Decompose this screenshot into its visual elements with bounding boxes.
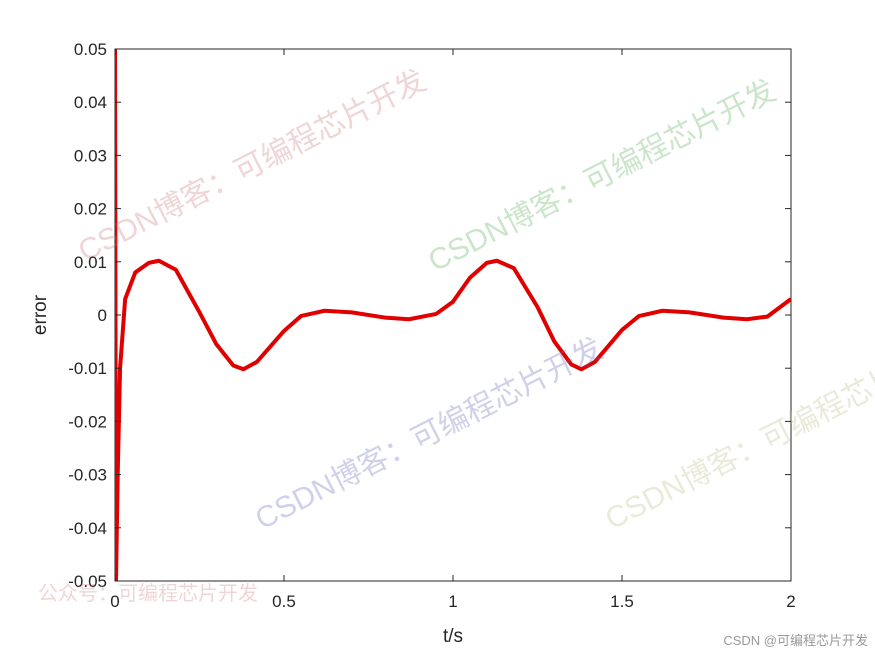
- y-tick-label: -0.04: [68, 519, 107, 538]
- y-tick-label: 0.04: [74, 93, 107, 112]
- footer: CSDN @可编程芯片开发: [723, 633, 868, 648]
- x-tick-label: 0: [110, 592, 119, 611]
- x-tick-label: 1.5: [610, 592, 634, 611]
- y-tick-label: 0.03: [74, 146, 107, 165]
- watermark: 公众号：可编程芯片开发: [38, 582, 258, 605]
- x-tick-label: 2: [786, 592, 795, 611]
- y-tick-label: -0.01: [68, 359, 107, 378]
- y-tick-label: 0.05: [74, 40, 107, 59]
- y-tick-label: 0: [98, 306, 107, 325]
- y-tick-label: 0.02: [74, 200, 107, 219]
- data-line: [115, 49, 791, 581]
- y-tick-label: 0.01: [74, 253, 107, 272]
- x-axis-label: t/s: [443, 626, 463, 647]
- y-tick-label: -0.02: [68, 412, 107, 431]
- plot-area: [114, 48, 792, 582]
- x-tick-label: 1: [448, 592, 457, 611]
- x-tick-label: 0.5: [272, 592, 296, 611]
- plot-lines: [115, 49, 791, 581]
- y-tick-label: -0.05: [68, 572, 107, 591]
- y-axis-label: error: [30, 294, 51, 335]
- y-tick-label: -0.03: [68, 466, 107, 485]
